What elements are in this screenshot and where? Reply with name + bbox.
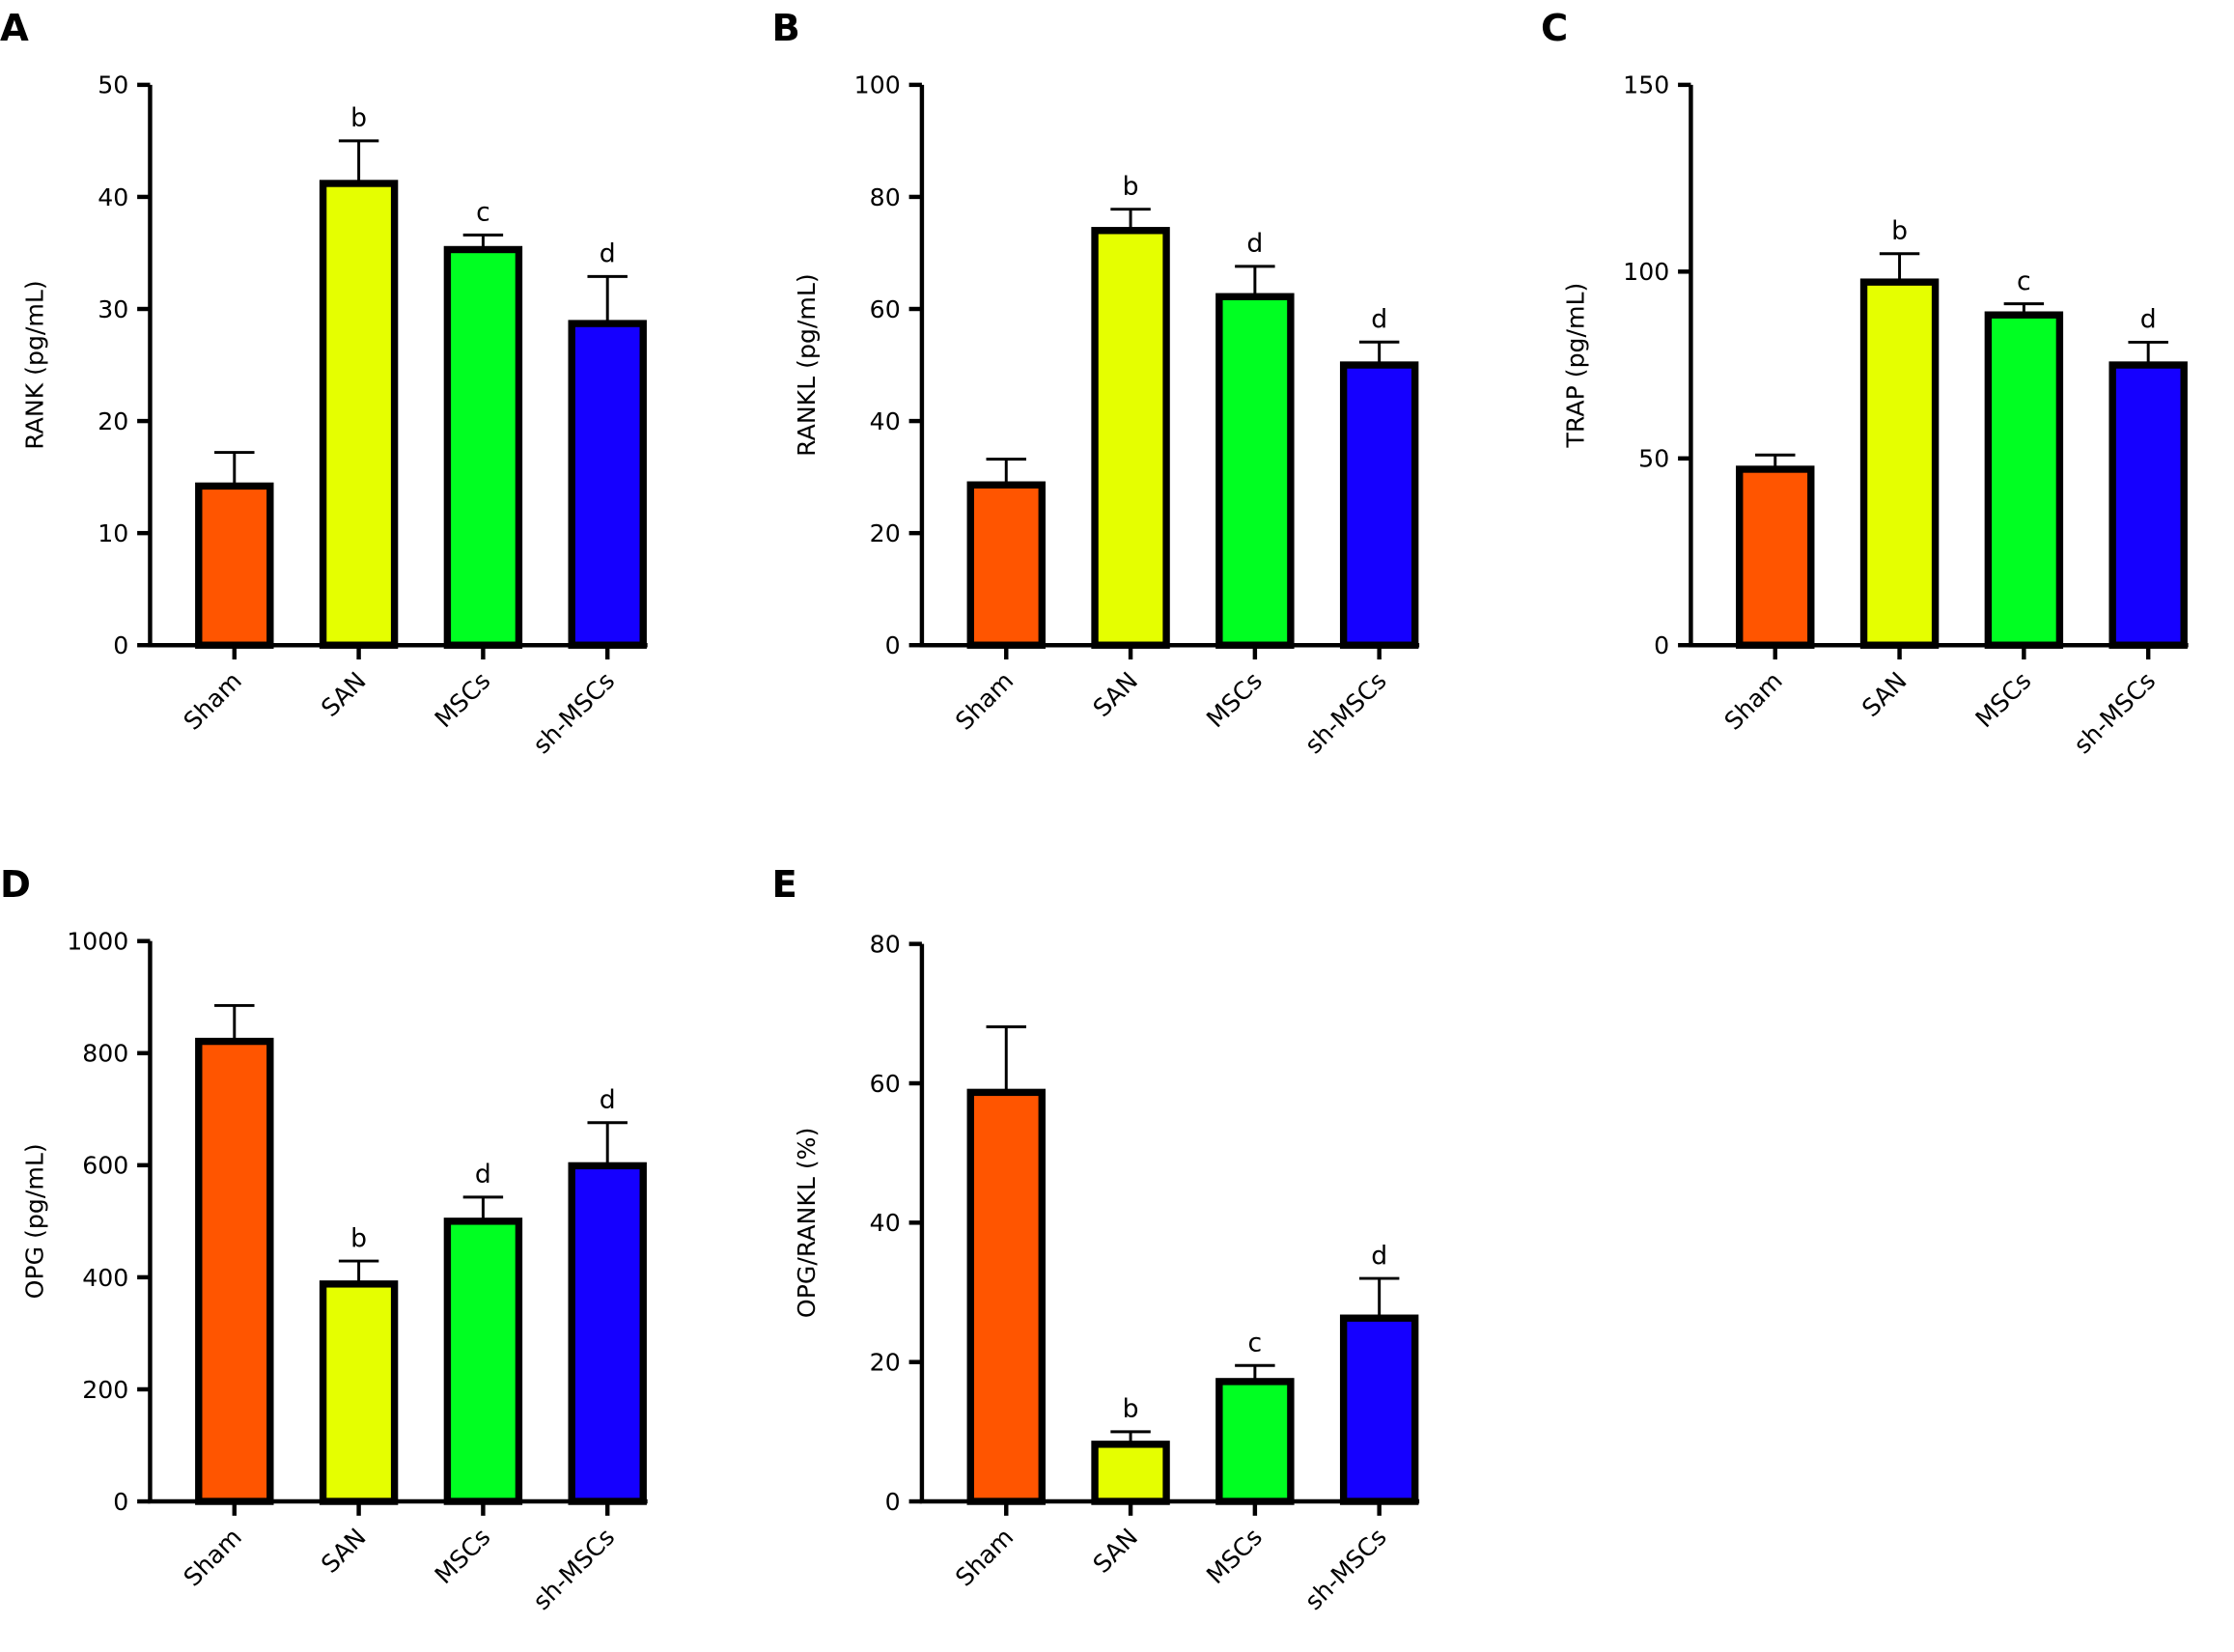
y-tick-label: 80 [870, 183, 901, 211]
x-tick-label: sh-MSCs [528, 666, 621, 759]
y-tick-label: 0 [885, 631, 901, 659]
significance-label: d [1371, 1241, 1387, 1271]
x-tick-label: MSCs [1201, 1523, 1268, 1589]
x-tick-label: SAN [316, 666, 372, 722]
x-tick-label: SAN [1088, 666, 1144, 722]
y-tick-label: 20 [98, 407, 128, 435]
y-tick-label: 50 [1638, 445, 1669, 473]
x-tick-label: Sham [1719, 666, 1788, 735]
bar-SAN [1091, 227, 1170, 649]
x-tick-label: sh-MSCs [528, 1523, 621, 1615]
significance-label: d [1371, 304, 1387, 334]
bar-SAN [1091, 1441, 1170, 1505]
significance-label: b [1123, 172, 1139, 202]
significance-label: c [1248, 1328, 1263, 1358]
bar-sh-MSCs [2108, 361, 2188, 649]
y-axis-label: OPG/RANKL (%) [793, 1128, 821, 1318]
bar-SAN [1859, 278, 1940, 649]
y-axis-label: RANK (pg/mL) [20, 280, 48, 450]
y-tick-label: 100 [854, 71, 901, 99]
bar-SAN [319, 180, 399, 649]
y-axis-label: RANKL (pg/mL) [793, 273, 821, 457]
significance-label: b [1891, 216, 1908, 246]
significance-label: b [350, 103, 367, 133]
bar-MSCs [443, 1218, 523, 1505]
chart-panel-C: C 0 50 100 150 TRAP (pg/mL) Sham b SAN c MSCs d sh-M… [1541, 7, 2189, 759]
bar-Sham [1736, 465, 1815, 649]
y-tick-label: 50 [98, 71, 128, 99]
y-tick-label: 20 [870, 519, 901, 547]
y-tick-label: 200 [82, 1376, 128, 1404]
y-tick-label: 600 [82, 1152, 128, 1180]
bar-sh-MSCs [1339, 1314, 1419, 1505]
panel-letter: D [0, 863, 31, 907]
y-tick-label: 400 [82, 1264, 128, 1292]
y-tick-label: 150 [1623, 71, 1669, 99]
x-tick-label: SAN [1857, 666, 1913, 722]
y-tick-label: 20 [870, 1349, 901, 1377]
chart-panel-E: E 0 20 40 60 80 OPG/RANKL (%) Sham b SAN c MSCs d sh-… [771, 863, 1420, 1615]
bar-Sham [966, 1088, 1046, 1505]
bar-SAN [319, 1280, 399, 1505]
x-tick-label: SAN [1088, 1523, 1144, 1579]
panel-letter: E [771, 863, 796, 907]
significance-label: b [350, 1223, 367, 1253]
x-tick-label: sh-MSCs [1299, 1523, 1392, 1615]
y-tick-label: 100 [1623, 258, 1669, 286]
significance-label: c [476, 198, 490, 228]
y-tick-label: 0 [113, 1488, 128, 1516]
x-tick-label: sh-MSCs [1299, 666, 1392, 759]
significance-label: d [600, 1085, 616, 1115]
bar-MSCs [443, 245, 523, 649]
bar-MSCs [1215, 1378, 1295, 1505]
chart-panel-D: D 0 200 400 600 800 1000 OPG (pg/mL) Sham b SAN d MS… [0, 863, 648, 1615]
bar-MSCs [1984, 311, 2064, 649]
x-tick-label: Sham [179, 1523, 247, 1591]
x-tick-label: MSCs [430, 1523, 496, 1589]
y-tick-label: 60 [870, 1070, 901, 1098]
significance-label: d [600, 239, 616, 269]
y-tick-label: 1000 [67, 928, 128, 956]
panel-letter: A [0, 7, 29, 50]
x-tick-label: Sham [179, 666, 247, 735]
y-tick-label: 0 [885, 1488, 901, 1516]
y-tick-label: 60 [870, 295, 901, 323]
y-tick-label: 40 [98, 183, 128, 211]
y-axis-label: TRAP (pg/mL) [1561, 283, 1589, 449]
chart-panel-A: A 0 10 20 30 40 50 RANK (pg/mL) Sham b SAN c MSCs d sh… [0, 7, 648, 759]
bar-sh-MSCs [1339, 361, 1419, 649]
significance-label: d [475, 1160, 491, 1190]
x-tick-label: MSCs [430, 666, 496, 733]
y-tick-label: 10 [98, 519, 128, 547]
x-tick-label: SAN [316, 1523, 372, 1579]
y-tick-label: 80 [870, 931, 901, 959]
significance-label: c [2017, 266, 2031, 296]
y-tick-label: 30 [98, 295, 128, 323]
y-tick-label: 0 [1654, 631, 1669, 659]
y-tick-label: 40 [870, 407, 901, 435]
x-tick-label: sh-MSCs [2068, 666, 2161, 759]
panel-letter: C [1541, 7, 1568, 50]
bar-Sham [966, 481, 1046, 649]
y-axis-label: OPG (pg/mL) [20, 1143, 48, 1299]
x-tick-label: MSCs [1201, 666, 1268, 733]
significance-label: d [2140, 305, 2157, 335]
y-tick-label: 40 [870, 1209, 901, 1237]
panel-letter: B [771, 7, 799, 50]
significance-label: b [1123, 1394, 1139, 1424]
x-tick-label: Sham [950, 666, 1019, 735]
bar-Sham [195, 1037, 274, 1505]
y-tick-label: 800 [82, 1040, 128, 1068]
y-tick-label: 0 [113, 631, 128, 659]
significance-label: d [1246, 229, 1263, 259]
chart-panel-B: B 0 20 40 60 80 100 RANKL (pg/mL) Sham b SAN d MSCs d… [771, 7, 1420, 759]
x-tick-label: Sham [950, 1523, 1019, 1591]
bar-sh-MSCs [568, 1162, 647, 1505]
bar-sh-MSCs [568, 320, 647, 649]
x-tick-label: MSCs [1970, 666, 2037, 733]
bar-Sham [195, 482, 274, 649]
bar-MSCs [1215, 293, 1295, 649]
